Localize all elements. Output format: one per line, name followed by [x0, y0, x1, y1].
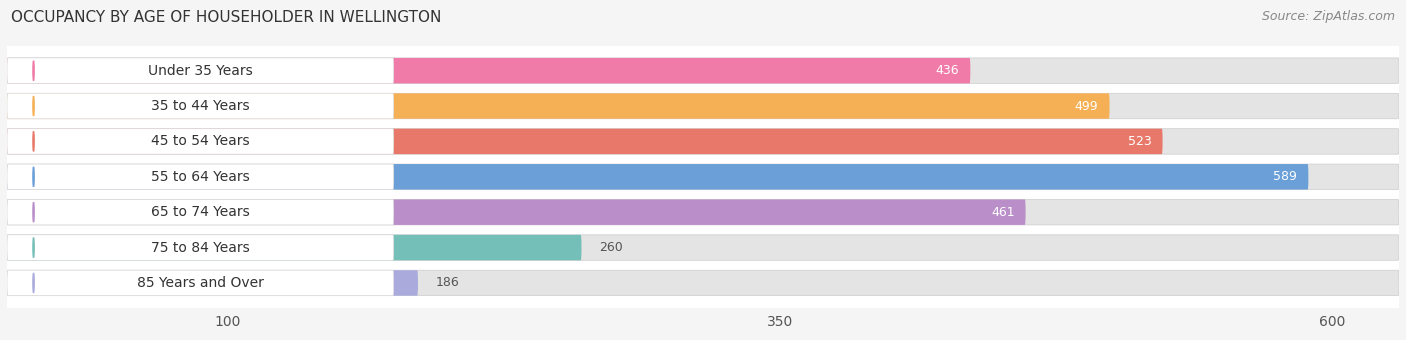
FancyBboxPatch shape [7, 270, 1399, 296]
FancyBboxPatch shape [7, 58, 394, 83]
FancyBboxPatch shape [7, 58, 1399, 83]
FancyBboxPatch shape [7, 235, 1399, 260]
FancyBboxPatch shape [7, 164, 1399, 189]
Text: 45 to 54 Years: 45 to 54 Years [150, 134, 250, 149]
FancyBboxPatch shape [7, 93, 394, 119]
Text: OCCUPANCY BY AGE OF HOUSEHOLDER IN WELLINGTON: OCCUPANCY BY AGE OF HOUSEHOLDER IN WELLI… [11, 10, 441, 25]
Text: 85 Years and Over: 85 Years and Over [136, 276, 264, 290]
FancyBboxPatch shape [7, 164, 394, 189]
FancyBboxPatch shape [7, 129, 394, 154]
FancyBboxPatch shape [7, 58, 970, 83]
Text: 499: 499 [1074, 100, 1098, 113]
Text: 35 to 44 Years: 35 to 44 Years [150, 99, 250, 113]
Text: 589: 589 [1274, 170, 1298, 183]
FancyBboxPatch shape [7, 235, 582, 260]
Text: Source: ZipAtlas.com: Source: ZipAtlas.com [1261, 10, 1395, 23]
Text: 436: 436 [935, 64, 959, 77]
Text: 65 to 74 Years: 65 to 74 Years [150, 205, 250, 219]
FancyBboxPatch shape [7, 270, 418, 296]
FancyBboxPatch shape [7, 200, 394, 225]
FancyBboxPatch shape [7, 200, 1399, 225]
FancyBboxPatch shape [7, 164, 1309, 189]
FancyBboxPatch shape [7, 129, 1399, 154]
Text: 186: 186 [436, 276, 460, 289]
Text: 75 to 84 Years: 75 to 84 Years [150, 241, 250, 255]
Text: 260: 260 [599, 241, 623, 254]
FancyBboxPatch shape [7, 93, 1399, 119]
FancyBboxPatch shape [7, 93, 1109, 119]
FancyBboxPatch shape [7, 270, 394, 296]
FancyBboxPatch shape [7, 200, 1025, 225]
Text: 55 to 64 Years: 55 to 64 Years [150, 170, 250, 184]
Text: 461: 461 [991, 206, 1015, 219]
Text: Under 35 Years: Under 35 Years [148, 64, 253, 78]
Text: 523: 523 [1128, 135, 1152, 148]
FancyBboxPatch shape [7, 235, 394, 260]
FancyBboxPatch shape [7, 129, 1163, 154]
